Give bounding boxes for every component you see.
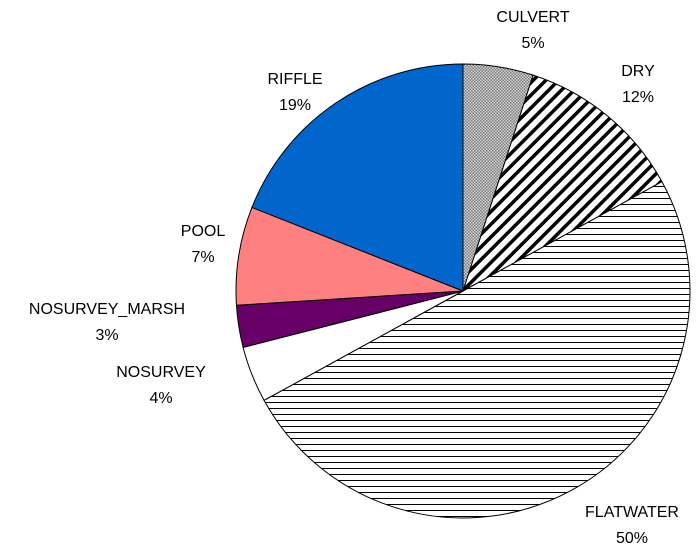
slice-label: DRY — [621, 63, 655, 80]
slice-label: CULVERT — [496, 9, 569, 26]
slice-value-label: 50% — [616, 530, 648, 547]
pie-slice — [462, 74, 663, 293]
slice-value-label: 12% — [622, 89, 654, 106]
slice-label: RIFFLE — [267, 71, 322, 88]
slice-value-label: 5% — [521, 35, 544, 52]
pie-slice — [251, 63, 464, 292]
slice-label: NOSURVEY_MARSH — [29, 301, 185, 318]
slice-label: NOSURVEY — [116, 364, 206, 381]
slice-value-label: 19% — [279, 97, 311, 114]
slice-label: FLATWATER — [585, 504, 679, 521]
slice-value-label: 4% — [149, 390, 172, 407]
slice-value-label: 7% — [191, 249, 214, 266]
slice-label: POOL — [181, 223, 226, 240]
slice-value-label: 3% — [95, 327, 118, 344]
pie-slice — [263, 180, 691, 519]
